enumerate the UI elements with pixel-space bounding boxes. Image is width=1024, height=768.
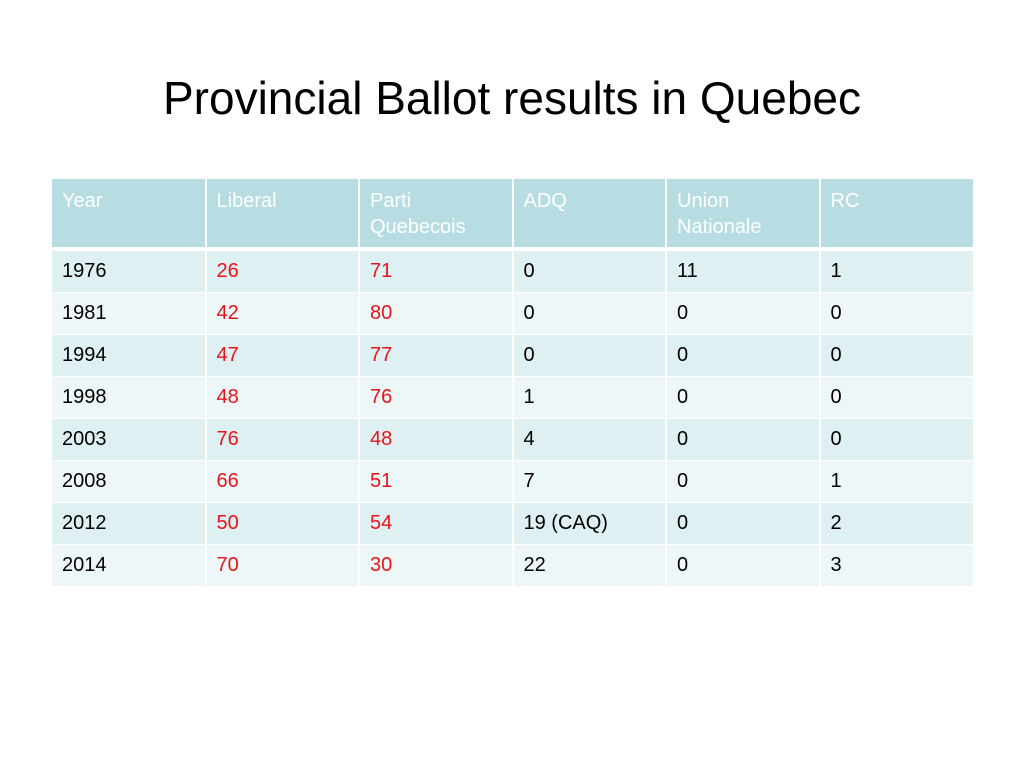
table-row: 1998 48 76 1 0 0 — [52, 376, 973, 419]
header-union-nationale: Union Nationale — [666, 179, 821, 251]
cell-rc: 1 — [819, 249, 973, 293]
cell-rc: 0 — [819, 418, 973, 461]
cell-union-nationale: 11 — [666, 249, 821, 293]
cell-parti-quebecois: 54 — [359, 502, 514, 545]
cell-parti-quebecois: 76 — [359, 376, 514, 419]
cell-year: 1994 — [52, 334, 207, 377]
cell-liberal: 66 — [205, 460, 360, 503]
table-row: 1981 42 80 0 0 0 — [52, 292, 973, 335]
cell-year: 2008 — [52, 460, 207, 503]
table-row: 2014 70 30 22 0 3 — [52, 544, 973, 587]
table-row: 1976 26 71 0 11 1 — [52, 249, 973, 293]
table-row: 2008 66 51 7 0 1 — [52, 460, 973, 503]
cell-adq: 1 — [512, 376, 667, 419]
cell-liberal: 48 — [205, 376, 360, 419]
header-year: Year — [52, 179, 207, 251]
cell-parti-quebecois: 48 — [359, 418, 514, 461]
cell-union-nationale: 0 — [666, 334, 821, 377]
cell-year: 1976 — [52, 249, 207, 293]
table-row: 2012 50 54 19 (CAQ) 0 2 — [52, 502, 973, 545]
cell-union-nationale: 0 — [666, 544, 821, 587]
cell-rc: 0 — [819, 292, 973, 335]
cell-rc: 0 — [819, 334, 973, 377]
cell-liberal: 50 — [205, 502, 360, 545]
cell-adq: 19 (CAQ) — [512, 502, 667, 545]
cell-union-nationale: 0 — [666, 502, 821, 545]
cell-year: 2014 — [52, 544, 207, 587]
slide-title: Provincial Ballot results in Quebec — [163, 72, 861, 124]
cell-adq: 0 — [512, 292, 667, 335]
table-row: 2003 76 48 4 0 0 — [52, 418, 973, 461]
cell-liberal: 70 — [205, 544, 360, 587]
cell-parti-quebecois: 71 — [359, 249, 514, 293]
header-rc: RC — [819, 179, 973, 251]
cell-parti-quebecois: 30 — [359, 544, 514, 587]
results-table: Year Liberal Parti Quebecois ADQ Union N… — [52, 179, 973, 587]
cell-year: 1998 — [52, 376, 207, 419]
cell-year: 2003 — [52, 418, 207, 461]
cell-union-nationale: 0 — [666, 376, 821, 419]
cell-rc: 1 — [819, 460, 973, 503]
header-parti-quebecois: Parti Quebecois — [359, 179, 514, 251]
cell-liberal: 76 — [205, 418, 360, 461]
cell-liberal: 42 — [205, 292, 360, 335]
cell-liberal: 47 — [205, 334, 360, 377]
cell-year: 2012 — [52, 502, 207, 545]
cell-union-nationale: 0 — [666, 418, 821, 461]
cell-adq: 22 — [512, 544, 667, 587]
cell-adq: 7 — [512, 460, 667, 503]
cell-adq: 0 — [512, 249, 667, 293]
cell-union-nationale: 0 — [666, 292, 821, 335]
cell-parti-quebecois: 77 — [359, 334, 514, 377]
header-liberal: Liberal — [205, 179, 360, 251]
cell-adq: 0 — [512, 334, 667, 377]
cell-rc: 3 — [819, 544, 973, 587]
cell-liberal: 26 — [205, 249, 360, 293]
cell-rc: 2 — [819, 502, 973, 545]
cell-adq: 4 — [512, 418, 667, 461]
header-adq: ADQ — [512, 179, 667, 251]
cell-union-nationale: 0 — [666, 460, 821, 503]
cell-parti-quebecois: 80 — [359, 292, 514, 335]
cell-rc: 0 — [819, 376, 973, 419]
table-row: 1994 47 77 0 0 0 — [52, 334, 973, 377]
header-row: Year Liberal Parti Quebecois ADQ Union N… — [52, 179, 973, 251]
cell-parti-quebecois: 51 — [359, 460, 514, 503]
cell-year: 1981 — [52, 292, 207, 335]
